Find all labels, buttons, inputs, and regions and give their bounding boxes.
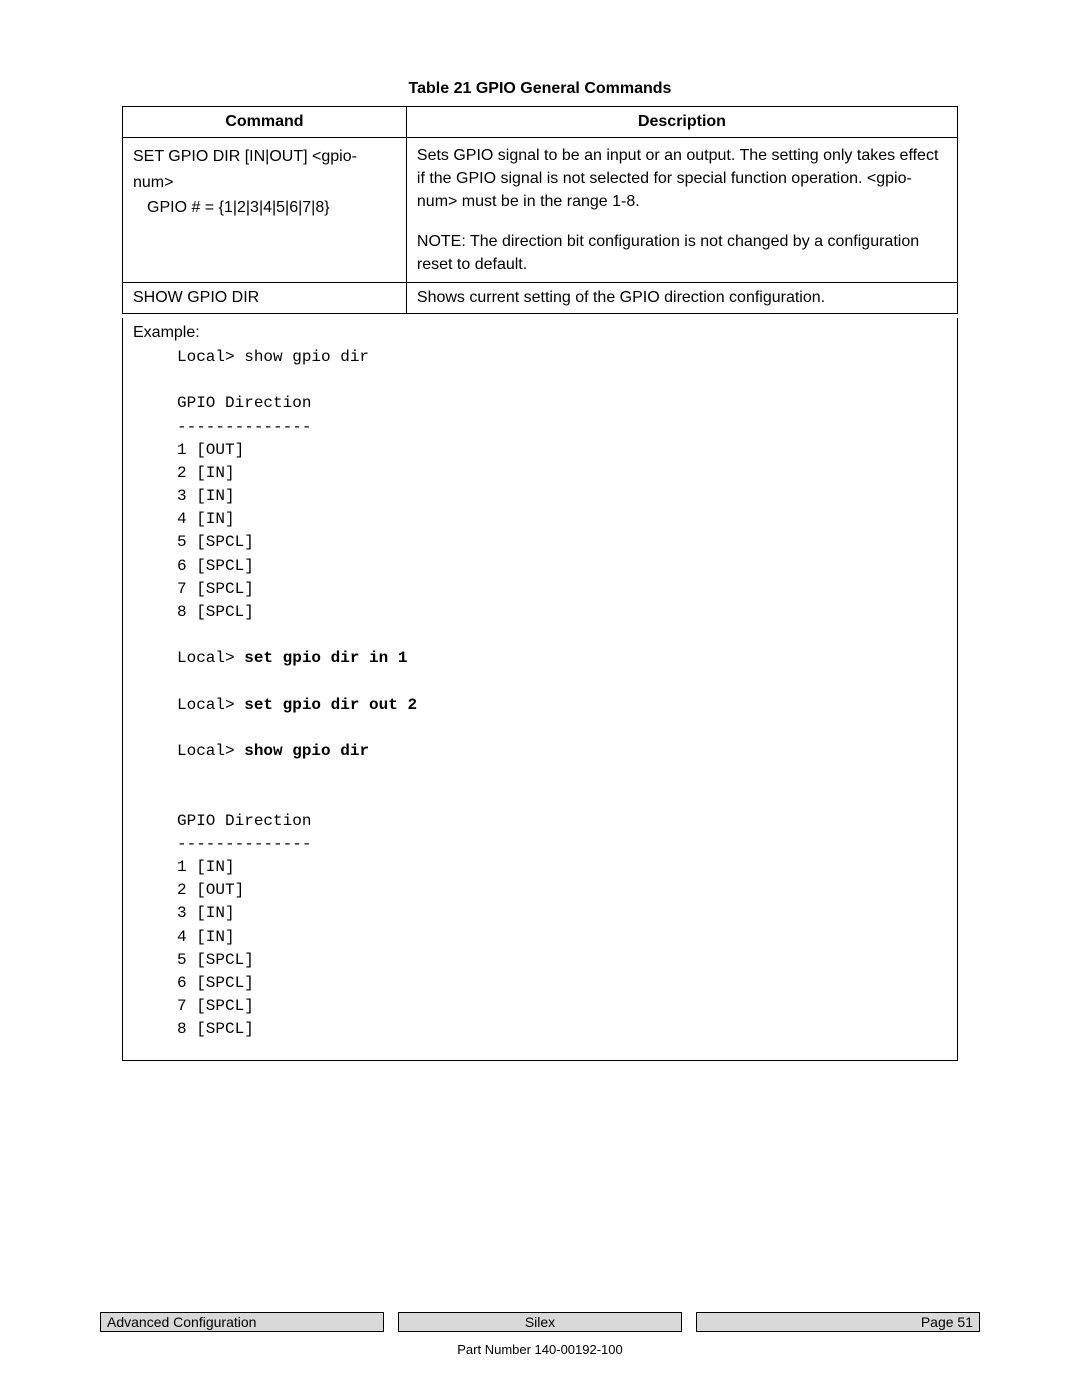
- desc-text: NOTE: The direction bit configuration is…: [417, 230, 947, 276]
- command-cell: SHOW GPIO DIR: [123, 282, 407, 313]
- footer-center: Silex: [398, 1312, 682, 1332]
- command-cell: SET GPIO DIR [IN|OUT] <gpio-num> GPIO # …: [123, 138, 407, 283]
- example-label: Example:: [133, 324, 947, 342]
- cmd-line: GPIO # = {1|2|3|4|5|6|7|8}: [133, 195, 396, 221]
- description-cell: Shows current setting of the GPIO direct…: [406, 282, 957, 313]
- cmd-line: SET GPIO DIR [IN|OUT] <gpio-num>: [133, 144, 396, 195]
- page-footer: Advanced Configuration Silex Page 51 Par…: [100, 1312, 980, 1357]
- table-row: SHOW GPIO DIR Shows current setting of t…: [123, 282, 958, 313]
- footer-left: Advanced Configuration: [100, 1312, 384, 1332]
- desc-text: Sets GPIO signal to be an input or an ou…: [417, 144, 947, 214]
- header-description: Description: [406, 107, 957, 138]
- table-header-row: Command Description: [123, 107, 958, 138]
- description-cell: Sets GPIO signal to be an input or an ou…: [406, 138, 957, 283]
- table-row: SET GPIO DIR [IN|OUT] <gpio-num> GPIO # …: [123, 138, 958, 283]
- command-table: Command Description SET GPIO DIR [IN|OUT…: [122, 106, 958, 314]
- example-output: Local> show gpio dir GPIO Direction ----…: [133, 346, 947, 1042]
- table-caption: Table 21 GPIO General Commands: [122, 80, 958, 98]
- example-box: Example: Local> show gpio dir GPIO Direc…: [122, 318, 958, 1061]
- footer-row: Advanced Configuration Silex Page 51: [100, 1312, 980, 1332]
- part-number: Part Number 140-00192-100: [100, 1342, 980, 1357]
- footer-right: Page 51: [696, 1312, 980, 1332]
- header-command: Command: [123, 107, 407, 138]
